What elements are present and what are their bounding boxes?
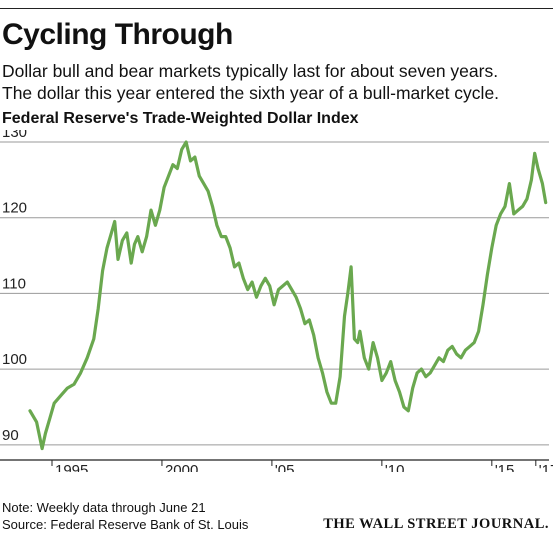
- x-tick-label-'05: '05: [275, 462, 295, 472]
- series-layer: [28, 140, 548, 451]
- subtitle-line-2: The dollar this year entered the sixth y…: [2, 83, 500, 103]
- x-tick-label-'15: '15: [495, 462, 515, 472]
- dollar-index-line: [28, 140, 548, 451]
- x-tick-label-'10: '10: [385, 462, 405, 472]
- footnote: Note: Weekly data through June 21: [2, 500, 206, 515]
- y-tick-label-100: 100: [2, 351, 27, 368]
- y-tick-label-90: 90: [2, 427, 19, 444]
- y-tick-label-130: 130: [2, 130, 27, 141]
- x-tick-label-1995: 1995: [55, 462, 88, 472]
- line-chart: 90 100 110 120 130 1995 2000 '05 '10 '15 '17: [0, 130, 553, 472]
- subtitle: Dollar bull and bear markets typically l…: [2, 60, 547, 104]
- source-note: Source: Federal Reserve Bank of St. Loui…: [2, 517, 249, 532]
- top-rule: [0, 8, 553, 9]
- y-axis-ticks: 90 100 110 120 130: [2, 130, 27, 444]
- grid-lines: [0, 141, 549, 446]
- x-tick-label-2000: 2000: [165, 462, 198, 472]
- y-tick-label-110: 110: [2, 275, 26, 292]
- y-tick-label-120: 120: [2, 200, 27, 217]
- chart-title: Federal Reserve's Trade-Weighted Dollar …: [2, 110, 359, 127]
- x-axis: 1995 2000 '05 '10 '15 '17: [0, 459, 553, 472]
- x-tick-label-'17: '17: [539, 462, 553, 472]
- subtitle-line-1: Dollar bull and bear markets typically l…: [2, 61, 499, 81]
- headline: Cycling Through: [2, 18, 233, 51]
- publisher-brand: THE WALL STREET JOURNAL.: [323, 516, 549, 532]
